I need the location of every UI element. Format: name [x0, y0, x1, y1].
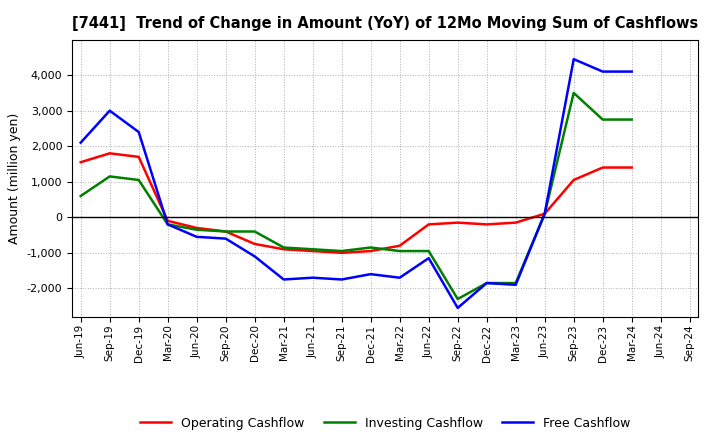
- Investing Cashflow: [366, 245, 375, 250]
- Free Cashflow: [598, 69, 607, 74]
- Operating Cashflow: [598, 165, 607, 170]
- Operating Cashflow: [338, 250, 346, 256]
- Operating Cashflow: [163, 218, 172, 224]
- Investing Cashflow: [598, 117, 607, 122]
- Free Cashflow: [424, 256, 433, 261]
- Operating Cashflow: [192, 225, 201, 231]
- Investing Cashflow: [570, 90, 578, 95]
- Investing Cashflow: [541, 211, 549, 216]
- Free Cashflow: [135, 129, 143, 135]
- Operating Cashflow: [424, 222, 433, 227]
- Investing Cashflow: [76, 193, 85, 198]
- Y-axis label: Amount (million yen): Amount (million yen): [8, 113, 21, 244]
- Operating Cashflow: [76, 160, 85, 165]
- Operating Cashflow: [279, 247, 288, 252]
- Investing Cashflow: [279, 245, 288, 250]
- Free Cashflow: [105, 108, 114, 114]
- Free Cashflow: [163, 222, 172, 227]
- Operating Cashflow: [251, 241, 259, 246]
- Free Cashflow: [627, 69, 636, 74]
- Operating Cashflow: [511, 220, 520, 225]
- Investing Cashflow: [627, 117, 636, 122]
- Free Cashflow: [251, 254, 259, 259]
- Free Cashflow: [511, 282, 520, 287]
- Investing Cashflow: [308, 247, 317, 252]
- Free Cashflow: [76, 140, 85, 145]
- Investing Cashflow: [482, 280, 491, 286]
- Free Cashflow: [482, 280, 491, 286]
- Operating Cashflow: [366, 249, 375, 254]
- Free Cashflow: [366, 271, 375, 277]
- Operating Cashflow: [482, 222, 491, 227]
- Operating Cashflow: [541, 211, 549, 216]
- Operating Cashflow: [221, 229, 230, 234]
- Free Cashflow: [541, 211, 549, 216]
- Operating Cashflow: [570, 177, 578, 183]
- Title: [7441]  Trend of Change in Amount (YoY) of 12Mo Moving Sum of Cashflows: [7441] Trend of Change in Amount (YoY) o…: [72, 16, 698, 32]
- Free Cashflow: [192, 234, 201, 239]
- Investing Cashflow: [395, 249, 404, 254]
- Investing Cashflow: [105, 174, 114, 179]
- Free Cashflow: [570, 56, 578, 62]
- Line: Free Cashflow: Free Cashflow: [81, 59, 631, 308]
- Free Cashflow: [221, 236, 230, 241]
- Line: Operating Cashflow: Operating Cashflow: [81, 153, 631, 253]
- Investing Cashflow: [454, 297, 462, 302]
- Investing Cashflow: [163, 222, 172, 227]
- Investing Cashflow: [221, 229, 230, 234]
- Free Cashflow: [454, 305, 462, 311]
- Operating Cashflow: [308, 249, 317, 254]
- Investing Cashflow: [192, 227, 201, 232]
- Free Cashflow: [308, 275, 317, 280]
- Free Cashflow: [395, 275, 404, 280]
- Operating Cashflow: [395, 243, 404, 248]
- Line: Investing Cashflow: Investing Cashflow: [81, 93, 631, 299]
- Investing Cashflow: [135, 177, 143, 183]
- Investing Cashflow: [424, 249, 433, 254]
- Operating Cashflow: [627, 165, 636, 170]
- Free Cashflow: [338, 277, 346, 282]
- Legend: Operating Cashflow, Investing Cashflow, Free Cashflow: Operating Cashflow, Investing Cashflow, …: [135, 412, 635, 435]
- Operating Cashflow: [454, 220, 462, 225]
- Operating Cashflow: [135, 154, 143, 160]
- Investing Cashflow: [338, 249, 346, 254]
- Investing Cashflow: [511, 280, 520, 286]
- Investing Cashflow: [251, 229, 259, 234]
- Free Cashflow: [279, 277, 288, 282]
- Operating Cashflow: [105, 150, 114, 156]
